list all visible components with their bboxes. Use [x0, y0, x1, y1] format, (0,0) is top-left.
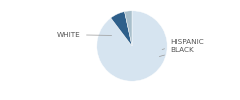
- Text: HISPANIC: HISPANIC: [162, 40, 204, 50]
- Wedge shape: [97, 11, 167, 81]
- Text: BLACK: BLACK: [159, 47, 194, 56]
- Wedge shape: [111, 12, 132, 46]
- Wedge shape: [125, 11, 132, 46]
- Text: WHITE: WHITE: [57, 32, 112, 38]
